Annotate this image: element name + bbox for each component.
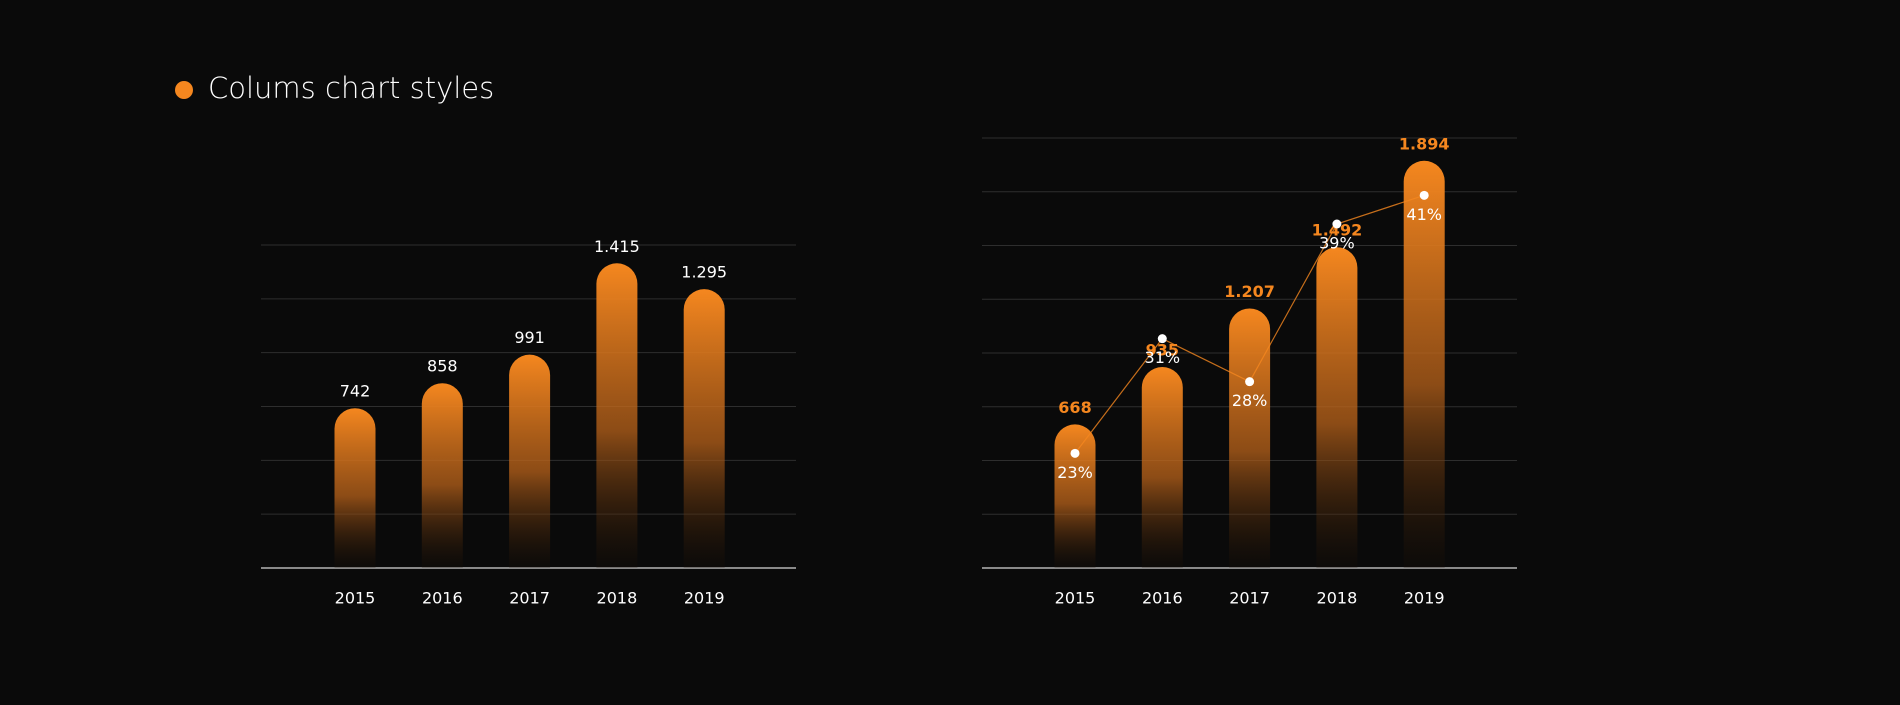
x-tick-label: 2018 bbox=[597, 589, 638, 608]
value-label: 668 bbox=[1058, 398, 1091, 417]
page-title: Colums chart styles bbox=[208, 71, 494, 105]
x-tick-label: 2015 bbox=[335, 589, 376, 608]
bar bbox=[1141, 367, 1183, 568]
line-label: 31% bbox=[1145, 348, 1181, 367]
value-label: 1.207 bbox=[1224, 282, 1275, 301]
x-tick-label: 2017 bbox=[1229, 589, 1270, 608]
value-label: 858 bbox=[427, 357, 458, 376]
line-point bbox=[1157, 334, 1167, 344]
value-label: 1.894 bbox=[1399, 134, 1450, 153]
x-tick-label: 2019 bbox=[684, 589, 725, 608]
x-tick-label: 2019 bbox=[1404, 589, 1445, 608]
line-label: 39% bbox=[1319, 234, 1355, 253]
line-point bbox=[1070, 448, 1080, 458]
value-label: 935 bbox=[1146, 340, 1179, 359]
line-label: 28% bbox=[1232, 391, 1268, 410]
value-label: 742 bbox=[340, 382, 371, 401]
bar bbox=[509, 354, 551, 568]
bar bbox=[1403, 160, 1445, 569]
bar bbox=[596, 263, 638, 568]
bar bbox=[421, 383, 463, 568]
line-point bbox=[1245, 377, 1255, 387]
x-tick-label: 2015 bbox=[1055, 589, 1096, 608]
value-label: 1.295 bbox=[681, 263, 727, 282]
bar bbox=[1316, 247, 1358, 568]
value-label: 1.415 bbox=[594, 237, 640, 256]
x-tick-label: 2016 bbox=[1142, 589, 1183, 608]
bar bbox=[683, 289, 725, 568]
x-tick-label: 2016 bbox=[422, 589, 463, 608]
bar bbox=[1229, 308, 1271, 568]
line-point bbox=[1332, 219, 1342, 229]
x-tick-label: 2018 bbox=[1317, 589, 1358, 608]
x-tick-label: 2017 bbox=[509, 589, 550, 608]
line-label: 41% bbox=[1406, 205, 1442, 224]
bar bbox=[334, 408, 376, 568]
title-dot bbox=[175, 81, 193, 99]
bar bbox=[1054, 424, 1096, 568]
value-label: 1.492 bbox=[1312, 221, 1363, 240]
line-point bbox=[1419, 190, 1429, 200]
line-label: 23% bbox=[1057, 463, 1093, 482]
value-label: 991 bbox=[514, 328, 545, 347]
